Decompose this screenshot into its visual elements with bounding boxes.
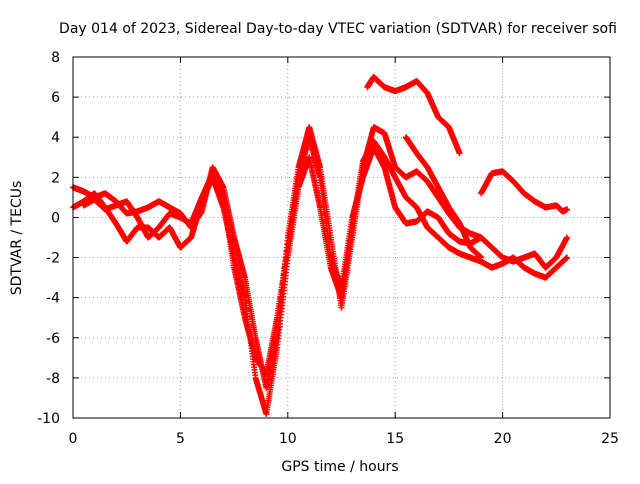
y-tick-label: 2 [51, 170, 60, 186]
x-tick-label: 5 [176, 431, 185, 447]
y-tick-label: -2 [46, 251, 60, 267]
y-tick-label: -6 [46, 331, 60, 347]
y-tick-label: -8 [46, 371, 60, 387]
y-tick-label: 6 [51, 90, 60, 106]
series-track-6 [478, 168, 571, 215]
data-point [478, 234, 485, 241]
x-tick-label: 20 [494, 431, 512, 447]
y-tick-label: 0 [51, 210, 60, 226]
x-tick-label: 25 [601, 431, 619, 447]
data-point [478, 254, 485, 261]
y-tick-label: 8 [51, 50, 60, 66]
x-axis-label: GPS time / hours [281, 459, 398, 475]
y-tick-label: 4 [51, 130, 60, 146]
data-point [564, 234, 571, 241]
tick-layer: 0 5 10 15 20 25 -10 -8 -6 -4 -2 0 2 4 6 8 [37, 50, 619, 447]
data-layer [70, 74, 571, 417]
x-tick-label: 15 [386, 431, 404, 447]
data-point [564, 254, 571, 261]
series-track-5 [402, 134, 485, 261]
y-axis-label: SDTVAR / TECUs [9, 181, 25, 296]
series-track-3 [80, 134, 485, 377]
y-tick-label: -10 [37, 411, 60, 427]
data-point [564, 206, 571, 213]
x-tick-label: 10 [279, 431, 297, 447]
series-track-4 [364, 74, 463, 157]
x-tick-label: 0 [69, 431, 78, 447]
plot-frame [72, 56, 611, 419]
data-point [456, 150, 463, 157]
y-tick-label: -4 [46, 291, 60, 307]
grid-layer [73, 57, 610, 418]
chart-title: Day 014 of 2023, Sidereal Day-to-day VTE… [59, 21, 617, 37]
